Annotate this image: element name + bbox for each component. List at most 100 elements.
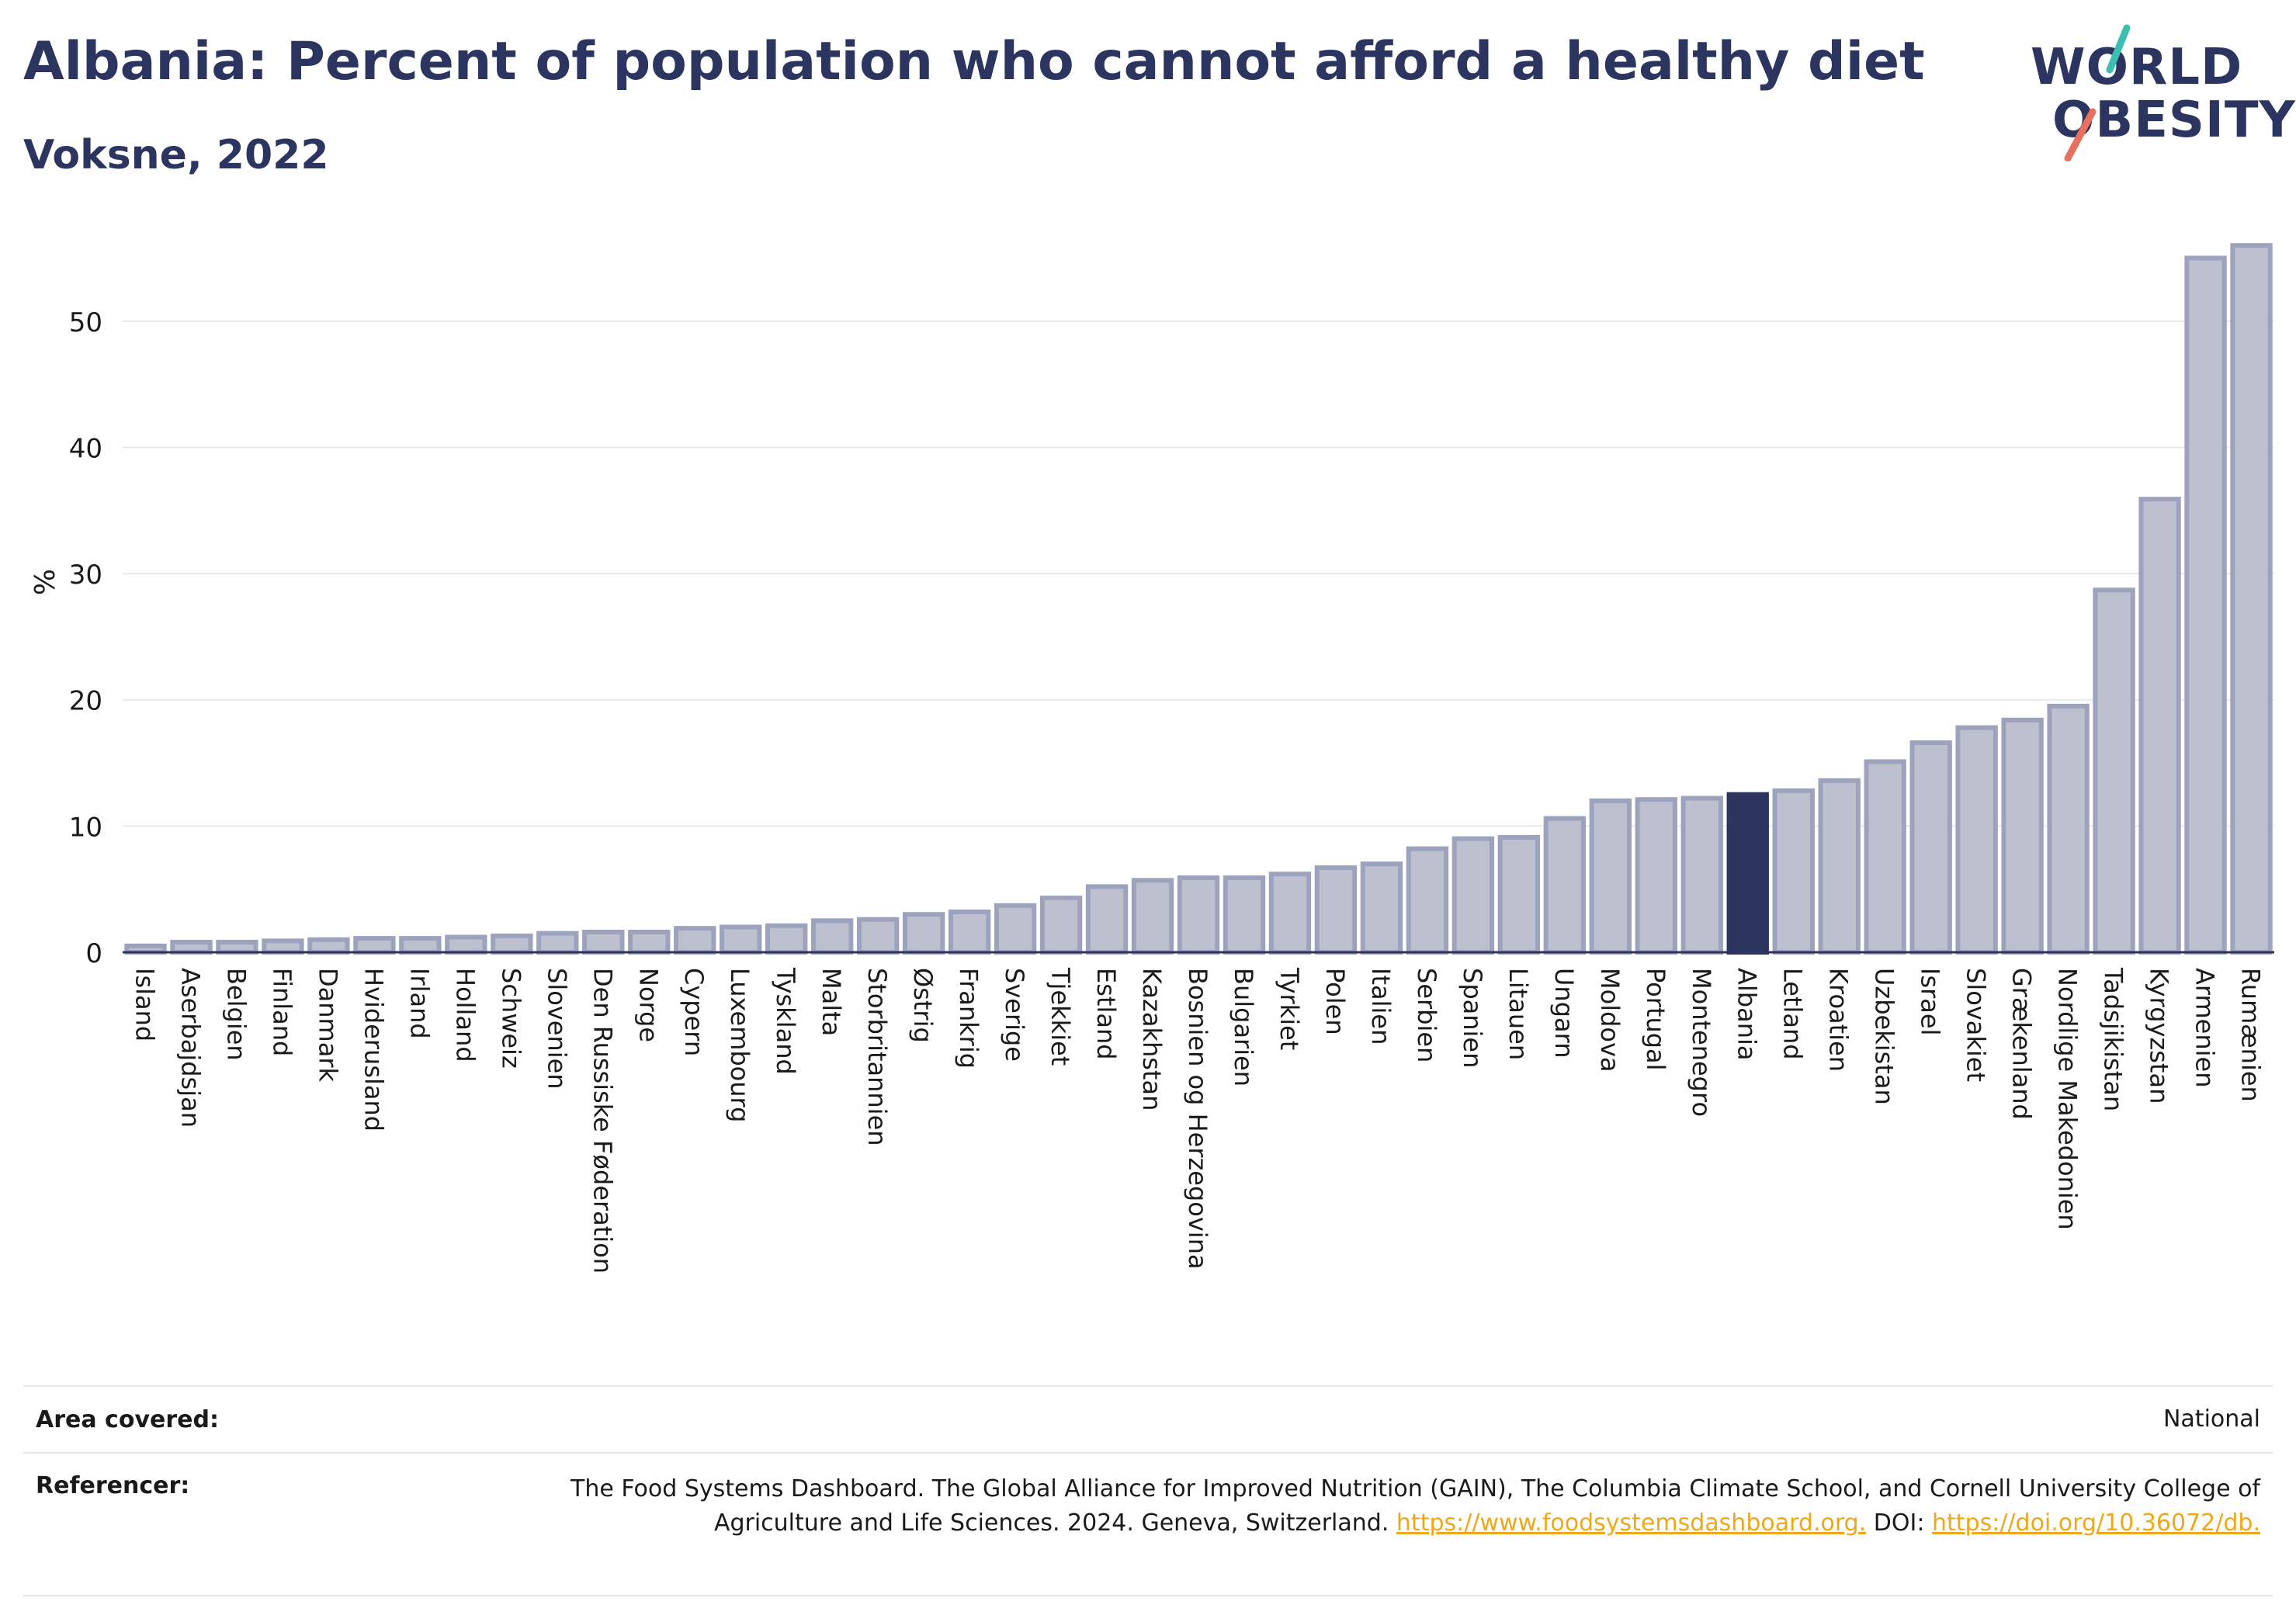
x-tick-label: Serbien [1412,968,1441,1062]
x-tick-label: Tadsjikistan [2099,967,2128,1111]
bar-cypern[interactable] [674,926,716,955]
bar-finland[interactable] [262,938,304,955]
bar-østrig[interactable] [902,912,945,955]
bar-tyskland[interactable] [765,923,808,955]
bar-hviderusland[interactable] [353,936,396,955]
bar-aserbajdsjan[interactable] [170,939,213,955]
bar-luxembourg[interactable] [720,924,762,955]
divider [23,1595,2273,1596]
x-tick-label: Slovakiet [1961,968,1991,1082]
x-tick-label: Rumænien [2236,968,2266,1102]
x-tick-label: Nordlige Makedonien [2053,968,2083,1230]
x-tick-label: Ungarn [1549,968,1579,1059]
bar-malta[interactable] [810,918,854,955]
chart-footer: Area covered: National Referencer: The F… [23,1385,2273,1596]
bar-albania[interactable] [1726,792,1769,955]
x-tick-label: Aserbajdsjan [175,968,205,1128]
x-tick-label: Sverige [1000,968,1029,1062]
bar-uzbekistan[interactable] [1864,759,1906,955]
y-tick-label: 30 [69,560,102,591]
x-tick-label: Italien [1366,968,1396,1045]
bar-slovakiet[interactable] [1955,725,1998,955]
references-label: Referencer: [36,1472,190,1499]
bar-bulgarien[interactable] [1223,875,1266,955]
doi-link[interactable]: https://doi.org/10.36072/db. [1932,1509,2260,1537]
x-tick-label: Hviderusland [359,968,388,1132]
bar-sverige[interactable] [994,903,1037,955]
x-tick-label: Schweiz [496,968,525,1069]
x-tick-label: Armenien [2190,968,2220,1087]
dashboard-link[interactable]: https://www.foodsystemsdashboard.org. [1396,1509,1867,1537]
reference-citation: The Food Systems Dashboard. The Global A… [571,1475,2260,1537]
bar-grækenland[interactable] [2001,717,2044,955]
x-tick-label: Estland [1091,968,1121,1060]
x-tick-label: Belgien [221,968,251,1061]
y-tick-label: 0 [85,938,102,969]
bar-ungarn[interactable] [1543,816,1587,955]
x-tick-label: Polen [1320,968,1350,1035]
area-covered-label: Area covered: [36,1405,219,1433]
bar-rumænien[interactable] [2230,243,2273,955]
x-tick-label: Østrig [908,968,938,1043]
x-tick-label: Danmark [313,968,342,1082]
bar-spanien[interactable] [1451,836,1495,955]
x-tick-label: Israel [1916,968,1945,1035]
bar-polen[interactable] [1314,865,1358,955]
bar-portugal[interactable] [1635,797,1677,955]
bar-kazakhstan[interactable] [1131,878,1174,955]
x-tick-label: Kyrgyzstan [2145,968,2174,1104]
x-tick-label: Tyskland [771,967,800,1075]
bar-frankrig[interactable] [948,909,991,955]
x-tick-label: Malta [817,968,846,1036]
x-tick-label: Finland [267,968,297,1056]
bar-tyrkiet[interactable] [1268,872,1312,955]
world-obesity-logo: WORLD OBESITY [2018,22,2295,161]
logo-word-obesity: OBESITY [2052,92,2296,149]
bar-irland[interactable] [399,936,442,955]
y-axis-label: % [29,569,61,595]
bar-slovenien[interactable] [536,931,579,955]
bar-italien[interactable] [1360,861,1403,955]
bar-montenegro[interactable] [1680,795,1723,955]
bar-storbritannien[interactable] [856,917,900,955]
bar-danmark[interactable] [307,937,350,955]
bar-belgien[interactable] [216,939,258,955]
bar-kroatien[interactable] [1818,778,1861,955]
bar-tjekkiet[interactable] [1039,896,1083,955]
x-tick-label: Bulgarien [1229,968,1258,1087]
logo-slash-icon [2064,24,2131,161]
x-tick-label: Grækenland [2007,968,2037,1120]
x-tick-label: Luxembourg [725,968,754,1122]
bar-norge[interactable] [628,929,671,955]
bar-moldova[interactable] [1589,798,1632,955]
y-tick-label: 40 [69,433,102,464]
bar-letland[interactable] [1772,788,1815,955]
bar-litauen[interactable] [1497,835,1541,955]
x-tick-label: Slovenien [542,968,571,1090]
bar-schweiz[interactable] [491,933,533,955]
x-tick-label: Island [130,968,159,1041]
bar-serbien[interactable] [1406,846,1449,955]
bar-israel[interactable] [1909,740,1952,955]
divider [23,1385,2273,1387]
bar-nordlige-makedonien[interactable] [2047,703,2090,955]
bar-estland[interactable] [1085,884,1129,955]
x-tick-label: Storbritannien [862,968,892,1146]
x-tick-label: Letland [1778,968,1808,1060]
bar-holland[interactable] [445,934,487,955]
bar-tadsjikistan[interactable] [2093,587,2135,955]
gridlines [123,320,2274,827]
x-tick-label: Montenegro [1687,968,1716,1117]
bar-den-russiske-føderation[interactable] [582,929,625,955]
chart-title: Albania: Percent of population who canno… [23,31,1925,92]
bar-bosnien-og-herzegovina[interactable] [1177,875,1220,955]
x-tick-label: Kazakhstan [1137,968,1167,1111]
x-tick-label: Holland [450,968,480,1062]
area-covered-row: Area covered: National [23,1387,2273,1452]
bar-armenien[interactable] [2184,255,2227,955]
x-tick-label: Spanien [1458,968,1487,1068]
x-tick-label: Uzbekistan [1870,968,1899,1105]
bar-kyrgyzstan[interactable] [2138,497,2181,955]
area-covered-value: National [2162,1405,2260,1433]
chart-subtitle: Voksne, 2022 [23,132,329,178]
